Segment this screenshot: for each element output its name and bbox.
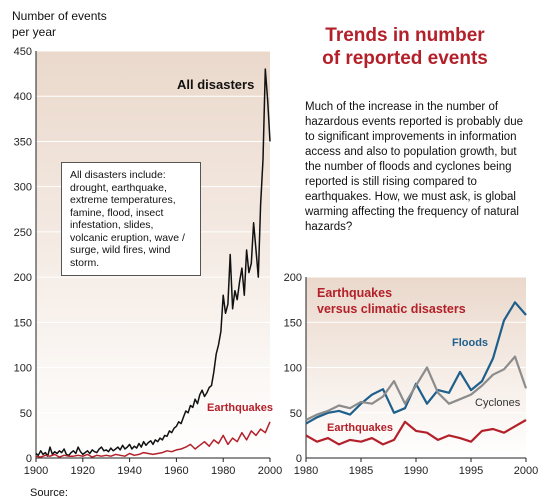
x-tick-label: 1980: [211, 465, 235, 477]
y-tick-label: 0: [26, 453, 32, 465]
chart2-title-line1: Earthquakes: [317, 286, 392, 300]
source-label: Source:: [30, 487, 68, 499]
y-tick-label: 250: [14, 227, 32, 239]
y-tick-label: 200: [14, 272, 32, 284]
y-axis-label-line2: per year: [12, 25, 57, 39]
series-label-cyclones: Cyclones: [475, 397, 521, 409]
series-label-all-disasters: All disasters: [177, 77, 254, 92]
y-tick-label: 350: [14, 136, 32, 148]
explanatory-paragraph: Much of the increase in the number of ha…: [305, 101, 524, 233]
x-tick-label: 1980: [294, 465, 318, 477]
y-tick-label: 400: [14, 91, 32, 103]
x-tick-label: 1900: [24, 465, 48, 477]
x-tick-label: 1995: [459, 465, 483, 477]
page-title: Trends in number of reported events: [300, 24, 510, 70]
y-tick-label: 0: [296, 453, 302, 465]
page-title-line2: of reported events: [322, 48, 488, 69]
x-tick-label: 2000: [514, 465, 538, 477]
x-tick-label: 1920: [71, 465, 95, 477]
x-tick-label: 2000: [258, 465, 282, 477]
y-tick-label: 100: [14, 363, 32, 375]
x-tick-label: 1990: [404, 465, 428, 477]
series-label-earthquakes-2: Earthquakes: [327, 422, 393, 434]
y-tick-label: 450: [14, 46, 32, 58]
y-tick-label: 100: [284, 363, 302, 375]
y-tick-label: 50: [290, 408, 302, 420]
y-tick-label: 200: [284, 272, 302, 284]
series-line-earthquakes: [305, 419, 527, 446]
series-line-earthquakes: [35, 421, 271, 458]
y-tick-label: 300: [14, 182, 32, 194]
y-axis-label-line1: Number of events: [12, 9, 107, 23]
page-title-line1: Trends in number: [325, 25, 485, 46]
series-line-all-disasters: [35, 68, 271, 457]
x-tick-label: 1960: [164, 465, 188, 477]
series-label-earthquakes: Earthquakes: [207, 402, 273, 414]
chart2-title-line2: versus climatic disasters: [317, 302, 466, 316]
x-tick-label: 1985: [349, 465, 373, 477]
x-tick-label: 1940: [117, 465, 141, 477]
y-axis-label: Number of events per year: [12, 8, 122, 40]
y-tick-label: 150: [14, 317, 32, 329]
series-line-cyclones: [305, 355, 528, 421]
y-tick-label: 150: [284, 317, 302, 329]
y-tick-label: 50: [20, 408, 32, 420]
series-label-floods: Floods: [452, 337, 488, 349]
disaster-types-note: All disasters include: drought, earthqua…: [61, 162, 201, 276]
